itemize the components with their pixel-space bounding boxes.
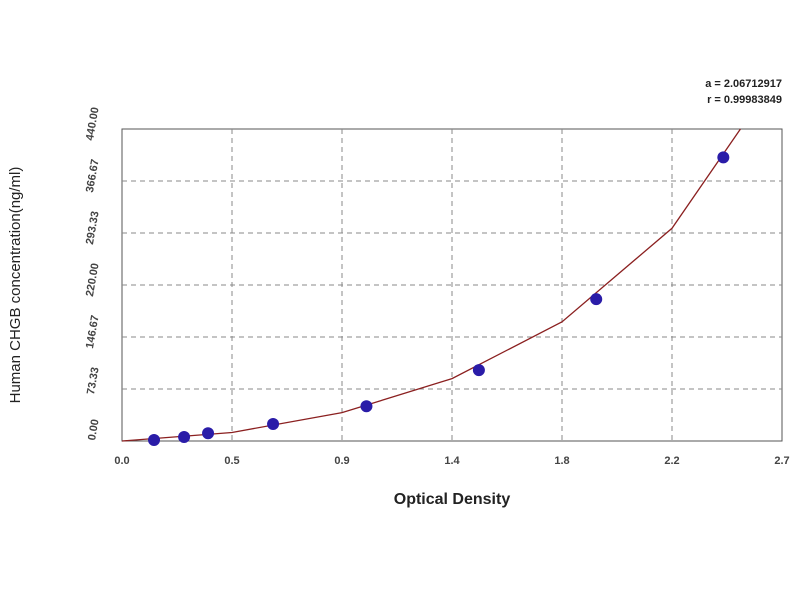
fit-curve xyxy=(121,128,741,442)
x-tick-label: 2.2 xyxy=(664,455,679,467)
x-tick-label: 0.5 xyxy=(224,455,239,467)
x-tick-label: 2.7 xyxy=(774,455,789,467)
data-point xyxy=(148,434,161,447)
annotation: a = 2.06712917 xyxy=(705,78,782,90)
data-point xyxy=(178,431,191,444)
x-tick-label: 0.0 xyxy=(114,455,129,467)
data-point xyxy=(717,151,730,164)
data-point xyxy=(590,293,603,306)
x-tick-label: 0.9 xyxy=(334,455,349,467)
data-point xyxy=(360,400,373,413)
y-tick-label: 366.67 xyxy=(84,158,102,193)
x-tick-label: 1.4 xyxy=(444,455,460,467)
y-tick-label: 440.00 xyxy=(84,106,102,141)
x-tick-label: 1.8 xyxy=(554,455,569,467)
y-tick-label: 293.33 xyxy=(84,210,102,245)
x-axis-title: Optical Density xyxy=(394,491,511,508)
y-tick-label: 146.67 xyxy=(84,314,102,349)
annotation: r = 0.99983849 xyxy=(707,94,782,106)
y-axis-title: Human CHGB concentration(ng/ml) xyxy=(7,167,24,404)
y-tick-label: 0.00 xyxy=(86,418,102,441)
y-tick-label: 220.00 xyxy=(84,262,102,297)
data-point xyxy=(267,417,280,430)
data-point xyxy=(472,364,485,377)
data-point xyxy=(202,427,215,440)
y-tick-label: 73.33 xyxy=(85,366,102,395)
